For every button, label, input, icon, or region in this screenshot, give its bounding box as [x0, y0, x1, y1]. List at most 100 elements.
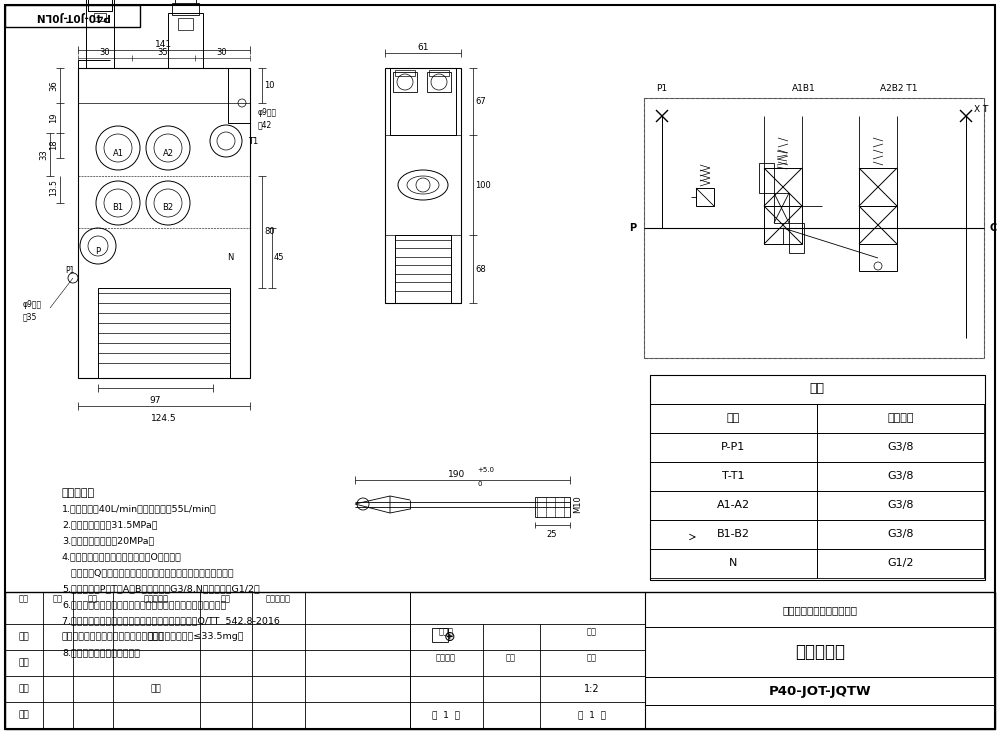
- Text: 重量: 重量: [506, 653, 516, 662]
- Text: 0: 0: [477, 481, 482, 487]
- Bar: [178, 18, 193, 30]
- Bar: [172, 3, 199, 15]
- Bar: [395, 70, 415, 76]
- Text: 分区: 分区: [88, 594, 98, 603]
- Text: 80: 80: [264, 228, 275, 236]
- Text: X T: X T: [974, 106, 988, 115]
- Text: 审核: 审核: [19, 685, 29, 694]
- Text: 18: 18: [49, 139, 58, 150]
- Text: 第  1  张: 第 1 张: [578, 711, 606, 719]
- Text: 处数: 处数: [53, 594, 63, 603]
- Text: 35: 35: [158, 48, 168, 57]
- Text: 阀体: 阀体: [810, 382, 824, 396]
- Bar: [78, 68, 250, 378]
- Bar: [650, 491, 817, 520]
- Text: P: P: [95, 247, 101, 255]
- Text: 5.油口尺寸：P、T、A、B油口螺纹为G3/8,N油口螺纹为G1/2；: 5.油口尺寸：P、T、A、B油口螺纹为G3/8,N油口螺纹为G1/2；: [62, 584, 260, 593]
- Bar: [764, 168, 802, 206]
- Text: 25: 25: [547, 530, 557, 539]
- Text: B1-B2: B1-B2: [716, 529, 750, 539]
- Bar: [696, 188, 714, 206]
- Text: 批准: 批准: [151, 685, 161, 694]
- Text: 100: 100: [475, 181, 491, 189]
- Text: G3/8: G3/8: [888, 442, 914, 452]
- Text: A1: A1: [112, 148, 124, 158]
- Bar: [817, 404, 984, 433]
- Bar: [228, 68, 250, 123]
- Bar: [817, 433, 984, 462]
- Text: 30: 30: [217, 48, 227, 57]
- Text: P1: P1: [656, 84, 668, 93]
- Text: A2B2 T1: A2B2 T1: [880, 84, 918, 93]
- Bar: [393, 72, 417, 92]
- Text: 第二联：Q型阀杆，阀芯伸出为提升，阀芯缩进为下降、浮动；: 第二联：Q型阀杆，阀芯伸出为提升，阀芯缩进为下降、浮动；: [62, 568, 234, 577]
- Text: 61: 61: [417, 43, 429, 52]
- Text: 二联多路阀: 二联多路阀: [795, 643, 845, 661]
- Text: +5.0: +5.0: [477, 467, 494, 473]
- Bar: [789, 223, 804, 253]
- Text: G1/2: G1/2: [888, 558, 914, 568]
- Text: 13.5: 13.5: [49, 180, 58, 197]
- Text: ⊕: ⊕: [444, 630, 456, 644]
- Bar: [650, 462, 817, 491]
- Text: 1:2: 1:2: [584, 684, 600, 694]
- Text: 螺纹规格: 螺纹规格: [888, 413, 914, 423]
- Text: 97: 97: [149, 396, 161, 405]
- Bar: [98, 288, 230, 378]
- Bar: [817, 462, 984, 491]
- Bar: [94, 13, 106, 21]
- Bar: [650, 433, 817, 462]
- Bar: [650, 549, 817, 578]
- Text: 技术要求：: 技术要求：: [62, 488, 95, 498]
- Text: T-T1: T-T1: [722, 471, 744, 481]
- Text: 《拖拉机液压系统清洁度检测方法要求及指标》要求≤33.5mg；: 《拖拉机液压系统清洁度检测方法要求及指标》要求≤33.5mg；: [62, 632, 244, 641]
- Bar: [764, 206, 802, 244]
- Text: 141: 141: [155, 40, 173, 49]
- Text: 3.安全阀调定压力：20MPa；: 3.安全阀调定压力：20MPa；: [62, 536, 154, 545]
- Bar: [168, 13, 203, 68]
- Bar: [817, 520, 984, 549]
- Text: φ9通孔: φ9通孔: [23, 300, 42, 309]
- Text: A1-A2: A1-A2: [716, 500, 750, 510]
- Text: C: C: [989, 223, 996, 233]
- Text: 190: 190: [448, 470, 466, 479]
- Text: 类型: 类型: [587, 627, 597, 636]
- Text: 1.额定流量：40L/min，最大流量：55L/min；: 1.额定流量：40L/min，最大流量：55L/min；: [62, 504, 217, 513]
- Text: 工艺: 工艺: [19, 711, 29, 719]
- Bar: [427, 72, 451, 92]
- Text: 校对: 校对: [19, 658, 29, 667]
- Text: 10: 10: [264, 81, 274, 90]
- Text: P40-JOT-JQTW: P40-JOT-JQTW: [769, 685, 871, 697]
- Bar: [859, 168, 897, 206]
- Text: 更改文件号: 更改文件号: [144, 594, 168, 603]
- Text: 签名: 签名: [221, 594, 231, 603]
- Bar: [432, 628, 448, 642]
- Bar: [759, 163, 774, 193]
- Text: 8.测试合格油口应有严格密封: 8.测试合格油口应有严格密封: [62, 648, 140, 657]
- Bar: [774, 193, 789, 223]
- Text: 33: 33: [39, 150, 48, 160]
- Text: 67: 67: [475, 96, 486, 106]
- Text: A1B1: A1B1: [792, 84, 816, 93]
- Text: M10: M10: [573, 495, 582, 513]
- Text: N: N: [729, 558, 737, 568]
- Bar: [859, 206, 897, 244]
- Text: 45: 45: [274, 253, 285, 263]
- Bar: [385, 68, 461, 303]
- Text: B2: B2: [162, 203, 174, 213]
- Text: 4.控制方式：手动控制；第一联：O型阀杆；: 4.控制方式：手动控制；第一联：O型阀杆；: [62, 552, 182, 561]
- Text: 标准化: 标准化: [148, 633, 164, 642]
- Bar: [429, 70, 449, 76]
- Text: 接口: 接口: [726, 413, 740, 423]
- Bar: [535, 497, 570, 517]
- Text: 高35: 高35: [23, 312, 37, 321]
- Text: 2.最大工作压力：31.5MPa；: 2.最大工作压力：31.5MPa；: [62, 520, 158, 529]
- Text: 标记: 标记: [19, 594, 29, 603]
- Text: A2: A2: [162, 148, 174, 158]
- Bar: [817, 491, 984, 520]
- Bar: [650, 375, 985, 404]
- Text: T1: T1: [248, 137, 258, 145]
- Bar: [817, 549, 984, 578]
- Text: 设计: 设计: [19, 633, 29, 642]
- Text: N: N: [227, 253, 233, 263]
